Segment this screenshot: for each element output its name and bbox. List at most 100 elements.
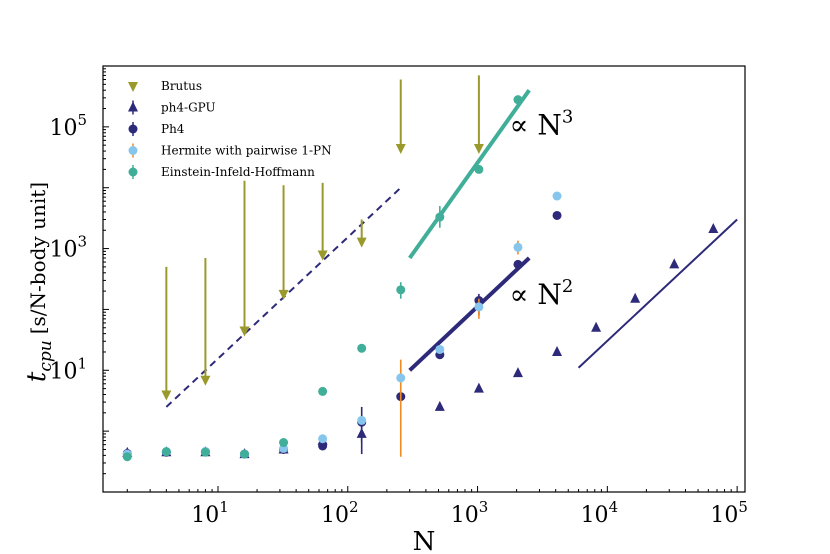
data-point [591,321,602,332]
annotation-n2: ∝ N2 [510,276,574,311]
x-tick-label: 101 [191,498,229,528]
legend-label: Hermite with pairwise 1-PN [161,144,332,158]
data-point [356,237,367,248]
data-point [474,164,484,174]
y-tick-base: 10 [49,238,77,263]
y-axis-unit: [s/N-body unit] [26,182,50,334]
data-point [435,344,445,354]
data-point [239,326,250,337]
series-hermite-with-pairwise-1-pn [122,191,562,459]
x-tick-base: 10 [191,503,219,528]
data-point [512,367,523,378]
data-point [318,434,328,444]
x-tick-label: 104 [581,498,619,528]
x-tick-exp: 1 [219,498,229,516]
annotation-exp: 3 [562,106,573,127]
annotation-n3: ∝ N3 [510,106,574,141]
data-point [200,447,210,457]
legend-label: ph4-GPU [161,101,216,115]
x-tick-base: 10 [451,503,479,528]
y-axis-symbol: t [22,371,52,382]
data-point [395,143,406,154]
y-tick-label: 101 [49,354,87,384]
legend-marker [128,101,138,112]
x-tick-label: 103 [451,498,489,528]
fit-line-Ph4-N2 [408,256,531,372]
legend-label: Ph4 [161,122,185,136]
x-tick-base: 10 [581,503,609,528]
data-point [552,191,562,201]
annotations: ∝ N3∝ N2 [510,106,574,311]
y-tick-exp: 5 [77,111,87,129]
data-point [708,222,719,233]
data-point [318,441,328,451]
legend-item: Brutus [128,79,202,93]
data-point [434,400,445,411]
data-point [279,438,289,448]
data-point [630,292,641,303]
fit-lines [165,89,738,408]
series-einstein-infeld-hoffmann [122,95,523,462]
data-point [473,382,484,393]
data-point [473,143,484,154]
data-point [396,285,406,295]
data-point [357,343,367,353]
data-point [317,250,328,261]
legend-marker [128,124,138,134]
data-point [552,345,563,356]
legend-marker [128,146,138,155]
legend-marker [128,167,138,177]
x-tick-exp: 2 [349,498,359,516]
data-point [474,302,484,312]
data-point [239,449,249,459]
data-point [513,242,523,252]
legend-label: Einstein-Infeld-Hoffmann [161,165,315,179]
legend-label: Brutus [161,79,202,93]
data-point [161,390,172,401]
data-point [669,258,680,269]
data-point [200,375,211,386]
legend-item: Hermite with pairwise 1-PN [128,143,332,158]
series-ph4-gpu [122,222,719,459]
x-tick-base: 10 [710,503,738,528]
y-tick-label: 105 [49,111,87,141]
data-point [357,415,367,425]
x-tick-exp: 4 [609,498,619,516]
data-point [552,210,562,220]
data-point [161,447,171,457]
data-marks [122,75,719,462]
legend-marker [128,82,138,92]
y-tick-label: 103 [49,233,87,263]
series-brutus [161,75,484,401]
x-axis-title: N [413,527,436,554]
data-point [278,289,289,300]
legend-item: Ph4 [128,122,185,136]
x-tick-exp: 3 [479,498,489,516]
y-tick-exp: 1 [77,354,87,372]
data-point [435,212,445,222]
data-point [513,259,523,269]
y-tick-base: 10 [49,116,77,141]
legend-item: ph4-GPU [128,100,216,115]
legend-item: Einstein-Infeld-Hoffmann [128,165,315,179]
data-point [122,452,132,462]
x-tick-exp: 5 [738,498,748,516]
fit-line-EIH-N3 [408,89,531,260]
data-point [513,95,523,105]
y-tick-base: 10 [49,359,77,384]
fit-line-GPU-N2 [577,218,738,369]
x-tick-label: 105 [710,498,748,528]
plot-frame [102,65,746,493]
x-tick-base: 10 [321,503,349,528]
series-ph4 [122,210,562,459]
y-tick-exp: 3 [77,233,87,251]
data-point [318,386,328,396]
annotation-text: ∝ N [510,278,562,311]
data-point [396,373,406,383]
annotation-text: ∝ N [510,108,562,141]
y-axis-title: tcpu [s/N-body unit] [22,182,56,382]
legend: Brutus ph4-GPU Ph4 Hermite with pairwise 1-… [128,79,332,179]
x-tick-label: 102 [321,498,359,528]
